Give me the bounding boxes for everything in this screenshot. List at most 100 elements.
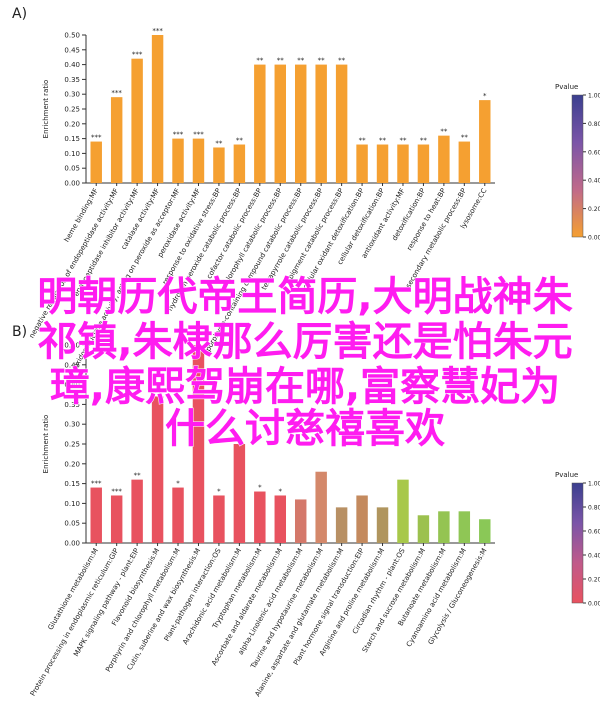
y-tick-label: 0.10: [64, 500, 80, 508]
colorbar-tick-label: 1.00: [588, 93, 600, 100]
bar: [110, 97, 123, 183]
y-tick-label: 0.25: [64, 441, 80, 449]
significance-label: *: [238, 436, 242, 444]
significance-label: **: [379, 137, 387, 145]
significance-label: *: [217, 487, 221, 495]
y-tick-label: 0.25: [64, 106, 80, 114]
overlay-text: 明朝历代帝王简历,大明战神朱: [37, 274, 572, 320]
colorbar-tick-label: 0.80: [588, 121, 600, 128]
bar: [213, 495, 225, 543]
bar: [131, 479, 143, 543]
bar: [151, 396, 164, 543]
bar: [90, 487, 102, 543]
bar: [417, 515, 430, 543]
significance-label: *: [176, 480, 180, 488]
colorbar-title: Pvalue: [555, 83, 578, 91]
bar: [213, 147, 225, 183]
bar: [479, 100, 491, 183]
y-tick-label: 0.30: [64, 421, 80, 429]
bar: [335, 507, 348, 543]
colorbar-title: Pvalue: [555, 471, 578, 479]
y-tick-label: 0.45: [64, 361, 80, 369]
bar: [254, 64, 266, 183]
significance-label: **: [134, 472, 142, 480]
colorbar: [571, 94, 584, 238]
y-tick-label: 0.15: [64, 480, 80, 488]
bar: [397, 144, 409, 183]
y-tick-label: 0.00: [64, 180, 80, 188]
colorbar-tick-label: 0.60: [588, 529, 600, 536]
significance-label: **: [461, 134, 469, 142]
y-tick-label: 0.30: [64, 91, 80, 99]
significance-label: **: [359, 137, 367, 145]
significance-label: ***: [152, 27, 163, 35]
significance-label: **: [338, 57, 346, 65]
y-tick-label: 0.50: [64, 342, 80, 350]
x-tick-label: catalase activity:MF: [120, 187, 162, 251]
overlay-text: 祁镇,朱棣那么厉害还是怕朱元: [37, 319, 572, 365]
significance-label: **: [195, 337, 203, 345]
overlay-text: 什么讨慈禧喜欢: [165, 406, 445, 452]
significance-label: **: [236, 137, 244, 145]
bar: [172, 138, 184, 183]
significance-label: **: [399, 137, 407, 145]
colorbar-tick-label: 1.00: [588, 481, 600, 488]
bar: [438, 135, 450, 183]
significance-label: **: [297, 57, 305, 65]
bar: [315, 64, 327, 183]
significance-label: **: [318, 57, 326, 65]
significance-label: ***: [111, 487, 122, 495]
y-axis-label: Enrichment ratio: [42, 415, 50, 474]
colorbar-tick-label: 0.40: [588, 553, 600, 560]
y-tick-label: 0.40: [64, 61, 80, 69]
significance-label: **: [420, 137, 428, 145]
y-tick-label: 0.10: [64, 150, 80, 158]
panel-label: B): [12, 324, 27, 340]
y-tick-label: 0.05: [64, 520, 80, 528]
colorbar-tick-label: 0.80: [588, 505, 600, 512]
bar: [254, 491, 266, 543]
colorbar-tick-label: 0.40: [588, 178, 600, 185]
significance-label: **: [215, 139, 223, 147]
significance-label: ***: [111, 89, 122, 97]
colorbar-tick-label: 0.20: [588, 577, 600, 584]
y-tick-label: 0.05: [64, 165, 80, 173]
bar: [417, 144, 430, 183]
bar: [458, 141, 471, 183]
significance-label: ***: [91, 480, 102, 488]
x-tick-label: Protein processing in endoplasmic reticu…: [29, 547, 121, 698]
significance-label: ***: [132, 51, 143, 59]
bar: [335, 64, 348, 183]
y-tick-label: 0.15: [64, 135, 80, 143]
bar: [356, 495, 368, 543]
bar: [172, 487, 184, 543]
y-tick-label: 0.50: [64, 32, 80, 40]
significance-label: **: [256, 57, 264, 65]
significance-label: ***: [173, 131, 184, 139]
bar: [274, 495, 287, 543]
bar: [90, 141, 102, 183]
colorbar-tick-label: 0.20: [588, 206, 600, 213]
significance-label: **: [440, 128, 448, 136]
y-tick-label: 0.45: [64, 46, 80, 54]
bar: [376, 507, 389, 543]
y-axis-label: Enrichment ratio: [42, 80, 50, 139]
bar: [438, 511, 450, 543]
y-tick-label: 0.20: [64, 120, 80, 128]
bar: [294, 64, 307, 183]
bar: [151, 35, 164, 183]
bar: [479, 519, 491, 543]
significance-label: **: [277, 57, 285, 65]
y-tick-label: 0.35: [64, 401, 80, 409]
bar: [233, 444, 246, 543]
significance-label: ***: [193, 131, 204, 139]
bar: [131, 58, 143, 183]
significance-label: *: [279, 487, 283, 495]
significance-label: *: [258, 484, 262, 492]
significance-label: **: [154, 388, 162, 396]
y-tick-label: 0.20: [64, 460, 80, 468]
bar: [294, 499, 307, 543]
overlay-text: 璋,康熙驾崩在哪,富察慧妃为: [50, 364, 560, 410]
bar: [192, 345, 205, 543]
bar: [458, 511, 471, 543]
